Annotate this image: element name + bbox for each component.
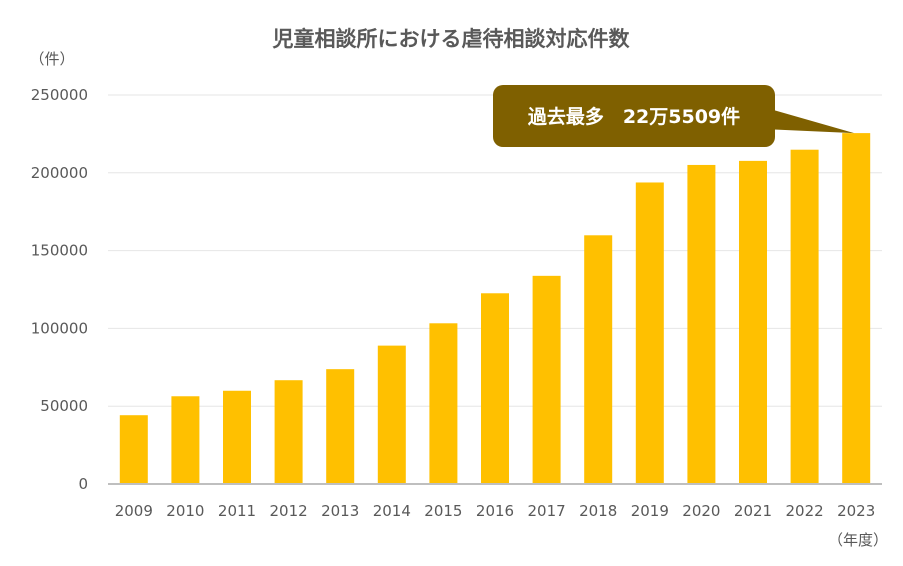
- bar-2018: [584, 235, 613, 484]
- y-tick-label: 250000: [31, 86, 88, 104]
- x-tick-label: 2018: [579, 502, 617, 520]
- y-tick-label: 50000: [40, 397, 88, 415]
- y-tick-label: 150000: [31, 242, 88, 260]
- x-tick-label: 2019: [631, 502, 669, 520]
- callout-text: 過去最多 22万5509件: [528, 105, 740, 128]
- x-tick-label: 2012: [270, 502, 308, 520]
- y-tick-label: 0: [78, 475, 88, 493]
- bar-2021: [739, 160, 767, 484]
- callout-box: [493, 85, 775, 147]
- bar-2023: [842, 133, 871, 484]
- bar-2010: [171, 396, 200, 484]
- bar-2013: [326, 369, 355, 484]
- bar-2016: [481, 293, 509, 484]
- x-tick-label: 2010: [166, 502, 204, 520]
- bar-2022: [790, 149, 819, 484]
- chart-title: 児童相談所における虐待相談対応件数: [272, 27, 631, 51]
- x-tick-label: 2015: [424, 502, 462, 520]
- x-tick-label: 2013: [321, 502, 359, 520]
- x-tick-label: 2020: [682, 502, 720, 520]
- bar-2020: [687, 164, 716, 484]
- bar-2012: [274, 380, 303, 484]
- x-tick-label: 2021: [734, 502, 772, 520]
- x-tick-label: 2017: [528, 502, 566, 520]
- x-tick-label: 2022: [786, 502, 824, 520]
- y-axis-unit: （件）: [29, 50, 74, 68]
- x-axis-unit: （年度）: [828, 531, 888, 549]
- bar-2017: [532, 275, 561, 484]
- y-tick-label: 200000: [31, 164, 88, 182]
- annotation-callout: 過去最多 22万5509件: [493, 85, 855, 147]
- x-tick-label: 2014: [373, 502, 411, 520]
- x-tick-label: 2016: [476, 502, 514, 520]
- bars: [119, 133, 871, 484]
- x-tick-label: 2023: [837, 502, 875, 520]
- x-tick-label: 2009: [115, 502, 153, 520]
- bar-2019: [635, 182, 664, 484]
- y-tick-label: 100000: [31, 319, 88, 337]
- bar-2015: [429, 323, 458, 484]
- x-axis-ticks: 2009 2010 2011 2012 2013 2014 2015 2016 2017 2018…: [115, 502, 876, 520]
- bar-2011: [223, 390, 251, 484]
- y-axis-ticks: 0 50000 100000 150000 200000 250000: [31, 86, 88, 493]
- x-tick-label: 2011: [218, 502, 256, 520]
- bar-2009: [119, 415, 148, 484]
- bar-2014: [377, 345, 406, 484]
- callout-pointer: [763, 107, 855, 134]
